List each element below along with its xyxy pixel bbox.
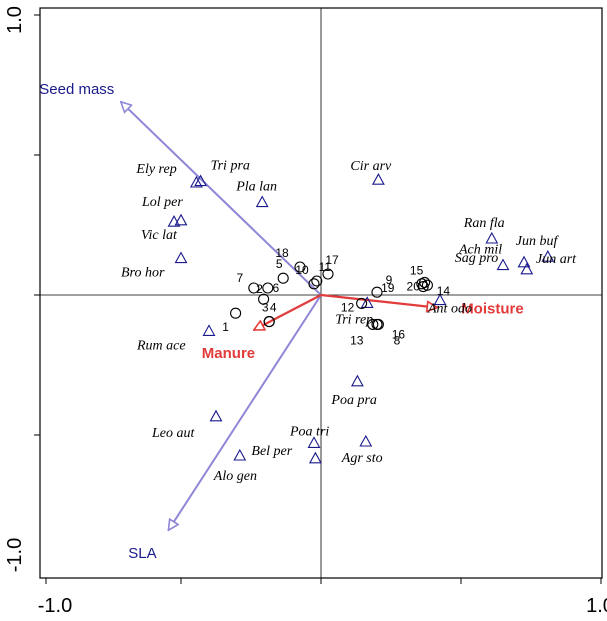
species-label-lol-per: Lol per [141, 195, 183, 210]
species-label-alo-gen: Alo gen [213, 469, 257, 484]
species-layer [167, 173, 555, 464]
species-marker-ely-rep [189, 175, 203, 188]
site-marker-17 [322, 268, 334, 280]
arrow-label-sla: SLA [128, 545, 156, 562]
species-marker-agr-sto [359, 434, 373, 447]
species-label-agr-sto: Agr sto [341, 451, 383, 466]
site-label-4: 4 [270, 301, 277, 315]
species-label-vic-lat: Vic lat [141, 228, 178, 243]
site-marker-18 [294, 261, 306, 273]
site-label-16: 16 [392, 327, 406, 341]
site-marker-2 [258, 293, 270, 305]
site-marker-4 [263, 316, 275, 328]
species-marker-vic-lat [174, 213, 188, 226]
species-marker-tri-pra [194, 174, 208, 187]
arrow-label-seed-mass: Seed mass [39, 81, 114, 98]
sites-layer [230, 261, 433, 330]
species-marker-ran-fla [485, 231, 499, 244]
species-label-sag-pro: Sag pro [455, 251, 498, 266]
species-label-pla-lan: Pla lan [235, 180, 277, 195]
arrow-moisture [320, 293, 437, 308]
species-label-leo-aut: Leo aut [151, 426, 196, 441]
site-label-6: 6 [272, 281, 279, 295]
species-marker-sag-pro [520, 262, 534, 275]
species-label-bel-per: Bel per [251, 444, 292, 459]
x-tick-label-right: 1.0 [586, 595, 607, 617]
species-marker-leo-aut [209, 409, 223, 422]
site-marker-5 [277, 272, 289, 284]
arrow-sla [168, 294, 322, 530]
site-label-7: 7 [236, 271, 243, 285]
species-marker-poa-pra [350, 374, 364, 387]
species-marker-cir-arv [371, 173, 385, 185]
species-marker-jun-buf [541, 250, 555, 262]
site-marker-13 [367, 318, 379, 330]
site-marker-20 [417, 281, 429, 293]
species-marker-lol-per [167, 215, 181, 227]
species-marker-jun-art [517, 255, 531, 268]
site-marker-16 [372, 318, 384, 330]
site-label-14: 14 [437, 284, 451, 298]
site-label-3: 3 [262, 301, 269, 315]
site-label-13: 13 [350, 333, 364, 347]
site-label-8: 8 [394, 333, 401, 347]
x-tick-label-left: -1.0 [38, 595, 72, 617]
site-label-15: 15 [410, 263, 424, 277]
species-marker-bel-per [308, 451, 322, 464]
species-label-cir-arv: Cir arv [350, 159, 392, 174]
site-label-1: 1 [222, 320, 229, 334]
site-label-19: 19 [381, 281, 395, 295]
site-label-10: 10 [295, 263, 309, 277]
site-label-9: 9 [386, 273, 393, 287]
species-label-ely-rep: Ely rep [135, 162, 176, 177]
species-marker-pla-lan [255, 195, 269, 208]
site-label-12: 12 [341, 300, 355, 314]
arrow-label-moisture: Moisture [461, 301, 524, 318]
site-label-20: 20 [407, 280, 421, 294]
species-marker-ant-odo [433, 293, 447, 306]
site-label-5: 5 [276, 257, 283, 271]
species-marker-ach-mil [496, 258, 510, 271]
arrow-seed-mass [121, 102, 322, 296]
site-marker-1 [230, 307, 242, 319]
site-label-17: 17 [325, 253, 339, 267]
species-label-tri-pra: Tri pra [211, 159, 250, 174]
species-label-bro-hor: Bro hor [121, 266, 165, 281]
species-label-ach-mil: Ach mil [458, 243, 502, 258]
species-label-tri-rep: Tri rep [335, 312, 373, 327]
species-label-ant-odo: Ant odo [427, 302, 472, 317]
species-marker-poa-tri [307, 436, 321, 448]
site-marker-9 [371, 286, 383, 298]
species-marker-bro-hor [174, 251, 188, 264]
axis-ticks [34, 14, 602, 584]
species-label-jun-art: Jun art [536, 252, 577, 267]
site-label-11: 11 [319, 260, 332, 274]
site-marker-6 [262, 282, 274, 294]
site-label-2: 2 [256, 282, 263, 296]
species-label-poa-pra: Poa pra [330, 393, 377, 408]
species-marker-alo-gen [233, 448, 247, 461]
site-marker-10 [308, 278, 320, 290]
species-label-poa-tri: Poa tri [289, 424, 329, 439]
labels-layer: Seed mass SLA Moisture Manure Ely rep Tri pra… [39, 81, 577, 562]
arrow-label-manure: Manure [202, 345, 255, 362]
species-label-jun-buf: Jun buf [516, 234, 560, 249]
site-marker-7 [248, 282, 260, 294]
species-marker-rum-ace [202, 324, 216, 336]
site-label-18: 18 [275, 246, 289, 260]
site-marker-11 [311, 275, 323, 287]
y-tick-label-top: 1.0 [4, 6, 26, 34]
species-marker-tri-rep [360, 296, 374, 308]
species-label-rum-ace: Rum ace [136, 338, 186, 353]
y-tick-label-bottom: -1.0 [4, 538, 26, 572]
species-label-ran-fla: Ran fla [463, 216, 505, 231]
site-marker-12 [356, 297, 368, 309]
